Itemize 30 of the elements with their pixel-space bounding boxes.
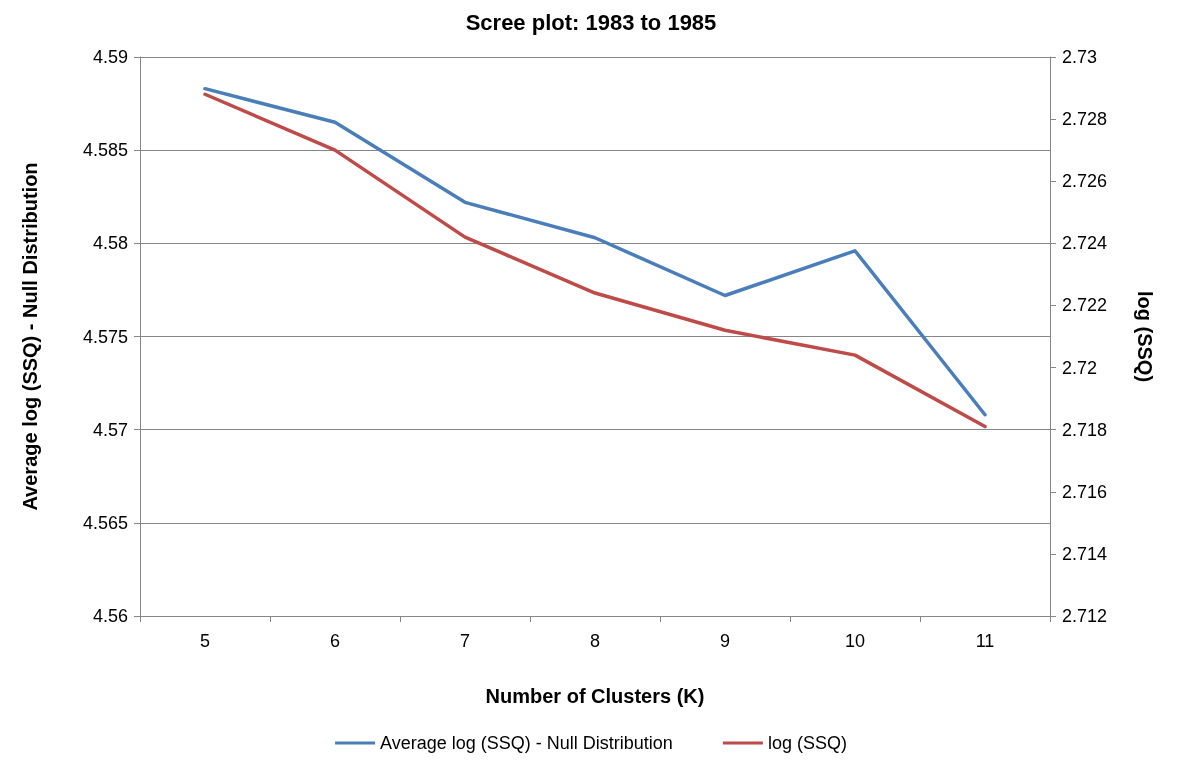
y2-tick-label: 2.72 bbox=[1062, 357, 1098, 378]
chart-title: Scree plot: 1983 to 1985 bbox=[465, 9, 717, 35]
x-tick-label: 10 bbox=[844, 631, 866, 651]
y-tick-label: 4.56 bbox=[92, 606, 128, 626]
x-tick-label: 8 bbox=[589, 631, 601, 651]
x-tick-label: 11 bbox=[975, 631, 995, 651]
y2-tick-label: 2.726 bbox=[1062, 171, 1108, 192]
y-tick-label: 4.585 bbox=[82, 140, 128, 161]
x-tick-label: 6 bbox=[329, 631, 341, 651]
y2-tick-label: 2.716 bbox=[1062, 481, 1108, 502]
y2-tick-label: 2.724 bbox=[1062, 233, 1108, 254]
y-tick-label: 4.565 bbox=[82, 512, 128, 533]
x-tick-label: 5 bbox=[199, 631, 211, 651]
y-axis-title: Average log (SSQ) - Null Distribution bbox=[19, 162, 41, 511]
y2-tick-label: 2.722 bbox=[1062, 295, 1108, 316]
y-tick-label: 4.575 bbox=[82, 326, 128, 347]
x-tick-label: 9 bbox=[719, 631, 731, 651]
y2-tick-label: 2.718 bbox=[1062, 419, 1108, 440]
y-tick-label: 4.59 bbox=[92, 47, 128, 67]
y2-axis-title: log (SSQ) bbox=[1134, 290, 1156, 383]
x-axis-title: Number of Clusters (K) bbox=[485, 685, 705, 707]
y-tick-label: 4.57 bbox=[92, 419, 128, 440]
y2-tick-label: 2.728 bbox=[1062, 109, 1108, 130]
y2-tick-label: 2.73 bbox=[1062, 47, 1098, 67]
legend-label: Average log (SSQ) - Null Distribution bbox=[380, 733, 673, 753]
x-tick-label: 7 bbox=[459, 631, 471, 651]
y-tick-label: 4.58 bbox=[92, 233, 128, 254]
legend-label: log (SSQ) bbox=[767, 733, 847, 753]
y2-tick-label: 2.714 bbox=[1062, 543, 1108, 564]
y2-tick-label: 2.712 bbox=[1062, 606, 1108, 626]
